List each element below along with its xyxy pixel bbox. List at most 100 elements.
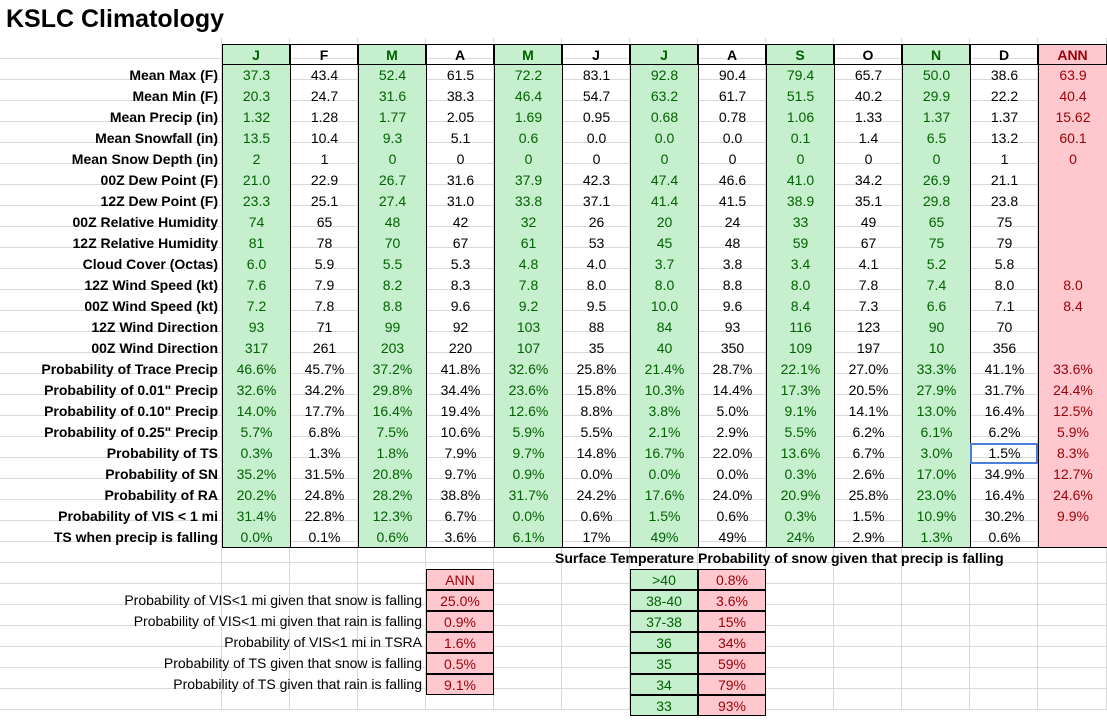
data-cell[interactable]: 93 bbox=[222, 317, 290, 338]
data-cell[interactable]: 3.8 bbox=[698, 254, 766, 275]
data-cell[interactable]: 1.37 bbox=[970, 107, 1038, 128]
data-cell[interactable]: 0.68 bbox=[630, 107, 698, 128]
snow-prob-cell[interactable]: 0.8% bbox=[698, 569, 766, 590]
data-cell[interactable]: 7.4 bbox=[902, 275, 970, 296]
data-cell[interactable]: 6.5 bbox=[902, 128, 970, 149]
data-cell[interactable]: 5.5 bbox=[358, 254, 426, 275]
annual-cell[interactable]: 9.9% bbox=[1038, 506, 1107, 527]
month-header[interactable]: O bbox=[834, 44, 902, 65]
data-cell[interactable]: 27.9% bbox=[902, 380, 970, 401]
data-cell[interactable]: 356 bbox=[970, 338, 1038, 359]
data-cell[interactable]: 0.6% bbox=[358, 527, 426, 548]
data-cell[interactable]: 5.5% bbox=[562, 422, 630, 443]
data-cell[interactable]: 5.9 bbox=[290, 254, 358, 275]
data-cell[interactable]: 12.3% bbox=[358, 506, 426, 527]
data-cell[interactable]: 22.9 bbox=[290, 170, 358, 191]
data-cell[interactable]: 25.8% bbox=[834, 485, 902, 506]
data-cell[interactable]: 42.3 bbox=[562, 170, 630, 191]
data-cell[interactable]: 81 bbox=[222, 233, 290, 254]
data-cell[interactable]: 0 bbox=[834, 149, 902, 170]
data-cell[interactable]: 14.4% bbox=[698, 380, 766, 401]
data-cell[interactable]: 23.8 bbox=[970, 191, 1038, 212]
data-cell[interactable]: 20.5% bbox=[834, 380, 902, 401]
data-cell[interactable]: 1.3% bbox=[902, 527, 970, 548]
data-cell[interactable]: 33.8 bbox=[494, 191, 562, 212]
data-cell[interactable]: 23.3 bbox=[222, 191, 290, 212]
snow-prob-cell[interactable]: 93% bbox=[698, 695, 766, 716]
data-cell[interactable]: 103 bbox=[494, 317, 562, 338]
data-cell[interactable]: 0.1 bbox=[766, 128, 834, 149]
data-cell[interactable]: 31.0 bbox=[426, 191, 494, 212]
data-cell[interactable]: 51.5 bbox=[766, 86, 834, 107]
data-cell[interactable]: 0.3% bbox=[766, 464, 834, 485]
data-cell[interactable]: 10.9% bbox=[902, 506, 970, 527]
data-cell[interactable]: 34.4% bbox=[426, 380, 494, 401]
data-cell[interactable]: 6.1% bbox=[902, 422, 970, 443]
data-cell[interactable]: 6.7% bbox=[426, 506, 494, 527]
data-cell[interactable]: 8.0 bbox=[562, 275, 630, 296]
data-cell[interactable]: 31.6 bbox=[426, 170, 494, 191]
data-cell[interactable]: 8.2 bbox=[358, 275, 426, 296]
data-cell[interactable]: 3.7 bbox=[630, 254, 698, 275]
data-cell[interactable]: 8.8 bbox=[698, 275, 766, 296]
data-cell[interactable]: 37.1 bbox=[562, 191, 630, 212]
data-cell[interactable]: 42 bbox=[426, 212, 494, 233]
data-cell[interactable]: 13.5 bbox=[222, 128, 290, 149]
data-cell[interactable]: 5.9% bbox=[494, 422, 562, 443]
data-cell[interactable]: 2 bbox=[222, 149, 290, 170]
cond-value[interactable]: 0.9% bbox=[426, 611, 494, 632]
data-cell[interactable]: 8.0 bbox=[766, 275, 834, 296]
data-cell[interactable]: 10.6% bbox=[426, 422, 494, 443]
data-cell[interactable]: 46.4 bbox=[494, 86, 562, 107]
data-cell[interactable]: 21.4% bbox=[630, 359, 698, 380]
data-cell[interactable]: 10 bbox=[902, 338, 970, 359]
annual-cell[interactable] bbox=[1038, 338, 1107, 359]
data-cell[interactable]: 38.6 bbox=[970, 65, 1038, 86]
data-cell[interactable]: 2.05 bbox=[426, 107, 494, 128]
data-cell[interactable]: 25.8% bbox=[562, 359, 630, 380]
annual-cell[interactable]: 60.1 bbox=[1038, 128, 1107, 149]
data-cell[interactable]: 79 bbox=[970, 233, 1038, 254]
data-cell[interactable]: 1.5% bbox=[834, 506, 902, 527]
data-cell[interactable]: 7.9% bbox=[426, 443, 494, 464]
temp-cell[interactable]: 35 bbox=[630, 653, 698, 674]
data-cell[interactable]: 8.3 bbox=[426, 275, 494, 296]
data-cell[interactable]: 5.3 bbox=[426, 254, 494, 275]
data-cell[interactable]: 33 bbox=[766, 212, 834, 233]
data-cell[interactable]: 5.7% bbox=[222, 422, 290, 443]
data-cell[interactable]: 92.8 bbox=[630, 65, 698, 86]
annual-cell[interactable]: 12.7% bbox=[1038, 464, 1107, 485]
data-cell[interactable]: 0.3% bbox=[766, 506, 834, 527]
annual-cell[interactable]: 40.4 bbox=[1038, 86, 1107, 107]
temp-cell[interactable]: 34 bbox=[630, 674, 698, 695]
data-cell[interactable]: 12.6% bbox=[494, 401, 562, 422]
data-cell[interactable]: 0.0% bbox=[562, 464, 630, 485]
month-header[interactable]: N bbox=[902, 44, 970, 65]
data-cell[interactable]: 1.4 bbox=[834, 128, 902, 149]
data-cell[interactable]: 17.6% bbox=[630, 485, 698, 506]
month-header[interactable]: M bbox=[358, 44, 426, 65]
data-cell[interactable]: 29.8 bbox=[902, 191, 970, 212]
annual-cell[interactable]: 8.3% bbox=[1038, 443, 1107, 464]
data-cell[interactable]: 90 bbox=[902, 317, 970, 338]
data-cell[interactable]: 93 bbox=[698, 317, 766, 338]
data-cell[interactable]: 7.6 bbox=[222, 275, 290, 296]
data-cell[interactable]: 0 bbox=[766, 149, 834, 170]
data-cell[interactable]: 61.7 bbox=[698, 86, 766, 107]
data-cell[interactable]: 3.4 bbox=[766, 254, 834, 275]
data-cell[interactable]: 0 bbox=[630, 149, 698, 170]
data-cell[interactable]: 6.2% bbox=[834, 422, 902, 443]
month-header[interactable]: D bbox=[970, 44, 1038, 65]
data-cell[interactable]: 8.8 bbox=[358, 296, 426, 317]
data-cell[interactable]: 31.7% bbox=[970, 380, 1038, 401]
data-cell[interactable]: 23.0% bbox=[902, 485, 970, 506]
data-cell[interactable]: 71 bbox=[290, 317, 358, 338]
data-cell[interactable]: 5.8 bbox=[970, 254, 1038, 275]
data-cell[interactable]: 3.8% bbox=[630, 401, 698, 422]
data-cell[interactable]: 32.6% bbox=[494, 359, 562, 380]
cond-value[interactable]: 0.5% bbox=[426, 653, 494, 674]
data-cell[interactable]: 16.4% bbox=[970, 401, 1038, 422]
data-cell[interactable]: 31.5% bbox=[290, 464, 358, 485]
data-cell[interactable]: 261 bbox=[290, 338, 358, 359]
data-cell[interactable]: 24.7 bbox=[290, 86, 358, 107]
